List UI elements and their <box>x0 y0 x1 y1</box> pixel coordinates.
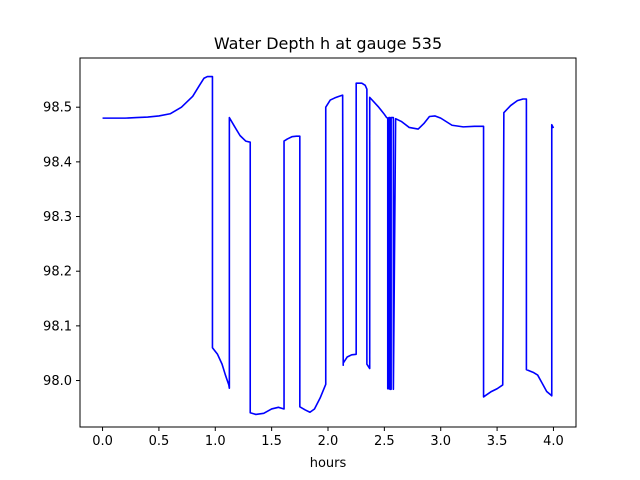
x-axis-label: hours <box>310 456 347 471</box>
series-line-water-depth <box>102 75 555 416</box>
x-tick-label: 2.5 <box>374 434 395 449</box>
x-tick-label: 0.5 <box>149 434 170 449</box>
y-axis: 98.0 98.1 98.2 98.3 98.4 98.5 <box>43 101 80 389</box>
x-tick-label: 3.5 <box>487 434 508 449</box>
x-tick-label: 1.0 <box>205 434 226 449</box>
plot-area <box>102 75 555 416</box>
chart-title: Water Depth h at gauge 535 <box>214 34 442 53</box>
x-tick-label: 0.0 <box>92 434 113 449</box>
y-tick-label: 98.1 <box>43 319 72 334</box>
x-tick-label: 3.0 <box>430 434 451 449</box>
y-tick-label: 98.0 <box>43 374 72 389</box>
x-tick-label: 2.0 <box>318 434 339 449</box>
y-tick-label: 98.5 <box>43 101 72 116</box>
x-axis: 0.0 0.5 1.0 1.5 2.0 2.5 3.0 3.5 4.0 <box>92 427 564 449</box>
y-tick-label: 98.2 <box>43 265 72 280</box>
x-tick-label: 4.0 <box>543 434 564 449</box>
y-tick-label: 98.4 <box>43 155 72 170</box>
y-tick-label: 98.3 <box>43 210 72 225</box>
x-tick-label: 1.5 <box>261 434 282 449</box>
plot-frame <box>79 57 577 428</box>
